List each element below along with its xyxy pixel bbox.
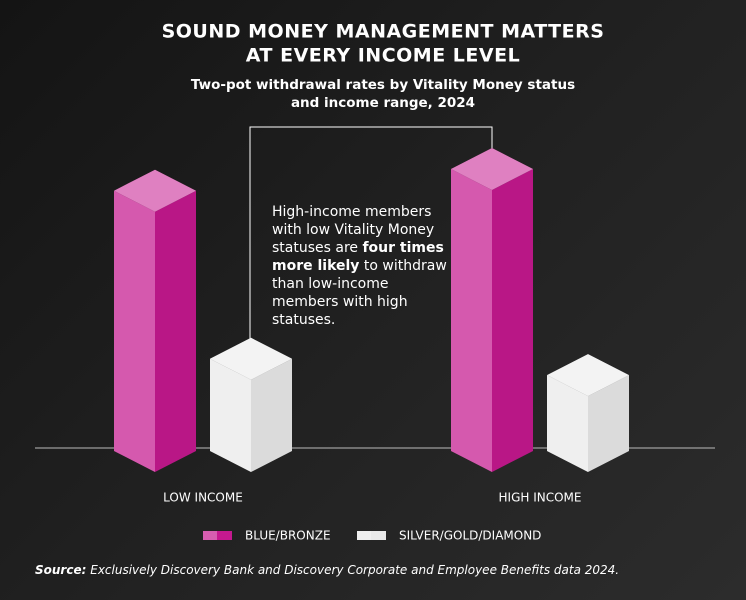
annotation-connector: [249, 126, 493, 362]
bar-left-shade: [210, 358, 251, 472]
bar: [210, 337, 292, 472]
chart-title: AT EVERY INCOME LEVEL: [246, 45, 520, 67]
bar-top-shade: [210, 337, 292, 380]
bar-top-shade: [547, 354, 629, 397]
annotation-text: High-income members with low Vitality Mo…: [272, 204, 435, 256]
bar-top-face: [210, 337, 292, 380]
legend-swatch: [203, 531, 232, 540]
bar-right-face: [588, 375, 629, 472]
legend-swatch-shade: [357, 531, 371, 540]
bar-right-face: [492, 169, 533, 472]
legend-swatch-shade: [203, 531, 217, 540]
bar-left-face: [114, 190, 155, 472]
bar-left-face: [547, 375, 588, 472]
source: Source: Exclusively Discovery Bank and D…: [35, 563, 619, 577]
annotation-text: to withdraw than low-income members with…: [272, 258, 447, 328]
bar-right-shade: [155, 190, 196, 472]
bar-right-shade: [588, 375, 629, 472]
bar: [547, 354, 629, 472]
legend-label: SILVER/GOLD/DIAMOND: [399, 529, 541, 543]
bar: [451, 148, 533, 472]
legend-label: BLUE/BRONZE: [245, 529, 331, 543]
bar-right-shade: [251, 358, 292, 472]
bar-left-face: [210, 358, 251, 472]
bar-top-face: [547, 354, 629, 397]
x-tick-label: HIGH INCOME: [499, 491, 582, 505]
bar-top-shade: [451, 148, 533, 190]
annotation-emphasis: four times more likely: [272, 240, 444, 274]
chart-title: SOUND MONEY MANAGEMENT MATTERS: [162, 21, 605, 43]
bar-left-face: [451, 169, 492, 472]
bar-left-shade: [451, 169, 492, 472]
bar-right-face: [251, 358, 292, 472]
legend-swatch: [357, 531, 386, 540]
chart-subtitle: Two-pot withdrawal rates by Vitality Mon…: [191, 77, 575, 93]
chart-subtitle: and income range, 2024: [291, 95, 475, 111]
bar-left-shade: [547, 375, 588, 472]
bar-top-shade: [114, 169, 196, 212]
bar-top-face: [451, 148, 533, 190]
source-label: Source:: [35, 563, 87, 577]
bar: [114, 169, 196, 472]
bar-right-shade: [492, 169, 533, 472]
source-text: Exclusively Discovery Bank and Discovery…: [90, 563, 620, 577]
x-tick-label: LOW INCOME: [163, 491, 243, 505]
annotation: High-income members with low Vitality Mo…: [272, 203, 458, 329]
bar-top-face: [114, 169, 196, 212]
bar-left-shade: [114, 190, 155, 472]
bar-right-face: [155, 190, 196, 472]
